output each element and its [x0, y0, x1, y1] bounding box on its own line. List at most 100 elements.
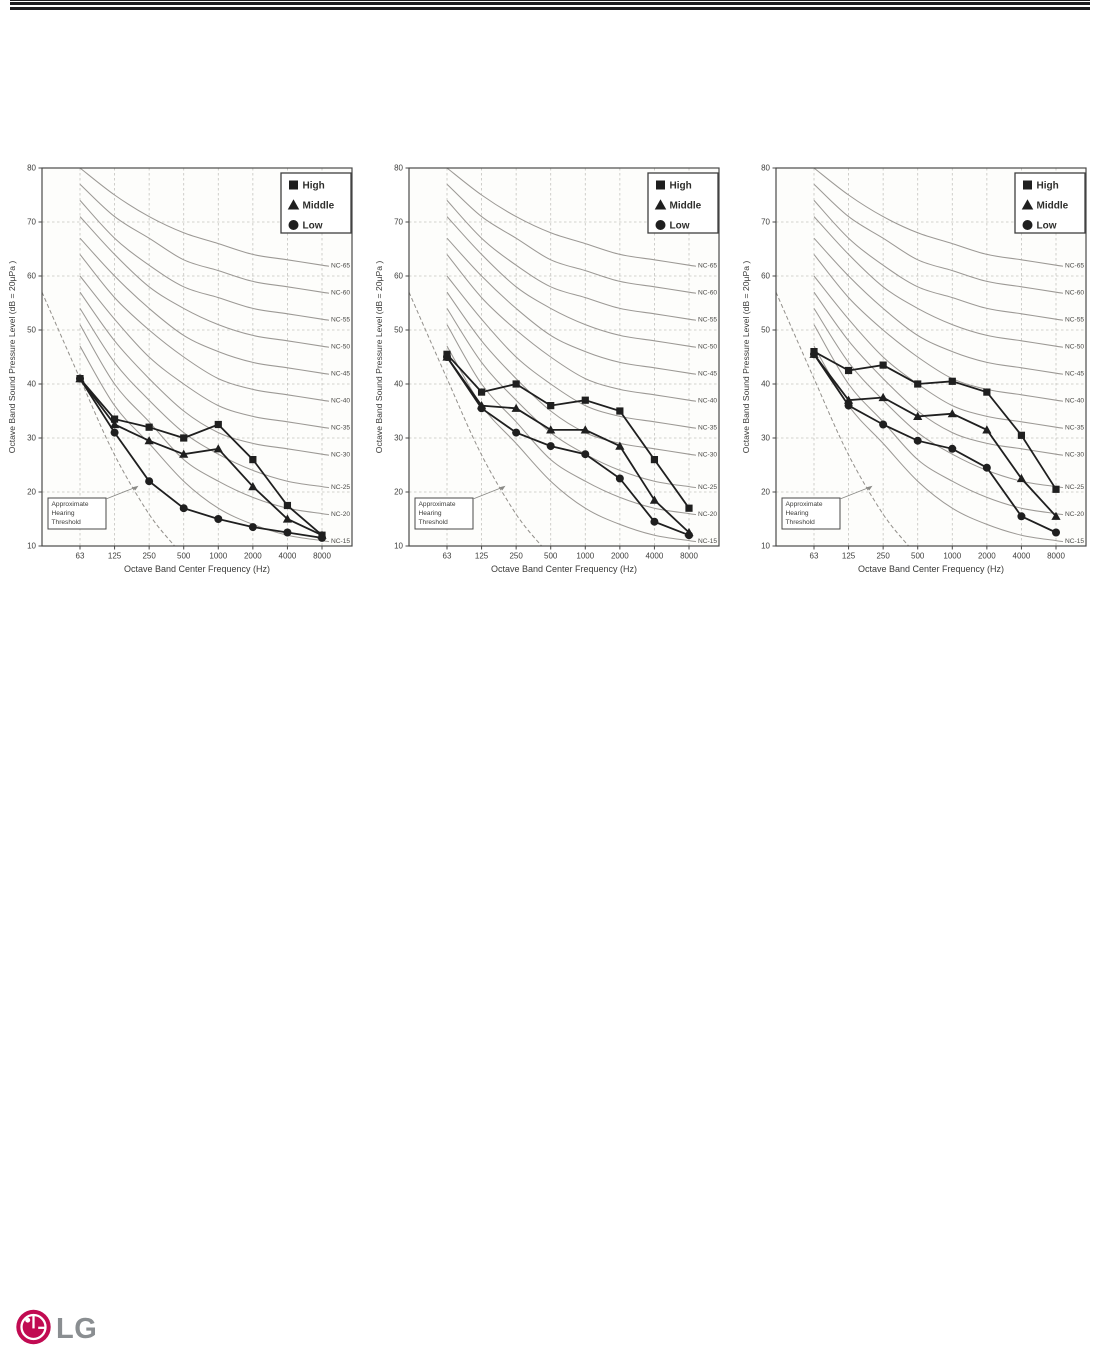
series-low [810, 350, 1060, 537]
axes: 10 20 30 40 50 60 70 80 63 125 250 500 1000 2000 4000 8… [761, 164, 1065, 561]
svg-text:8000: 8000 [1047, 552, 1065, 561]
svg-text:50: 50 [27, 326, 36, 335]
svg-text:40: 40 [27, 380, 36, 389]
svg-text:NC-60: NC-60 [1065, 290, 1084, 297]
svg-text:High: High [1037, 181, 1059, 192]
svg-text:250: 250 [509, 552, 523, 561]
svg-text:NC-25: NC-25 [698, 484, 717, 491]
svg-text:NC-35: NC-35 [331, 425, 350, 432]
nc-curves [79, 167, 330, 543]
svg-text:125: 125 [108, 552, 122, 561]
svg-text:NC-65: NC-65 [698, 263, 717, 270]
svg-text:80: 80 [27, 164, 36, 173]
legend: High Middle Low [280, 172, 352, 234]
svg-text:1000: 1000 [209, 552, 227, 561]
svg-text:250: 250 [142, 552, 156, 561]
header-rule-bottom [10, 7, 1090, 11]
svg-text:Threshold: Threshold [419, 519, 449, 526]
hearing-threshold-label: Approximate Hearing Threshold [414, 485, 506, 530]
svg-text:NC-30: NC-30 [331, 452, 350, 459]
lg-logo-text: LG [56, 1313, 97, 1345]
nc-curve-labels: NC-65 NC-60 NC-55 NC-50 NC-45 NC-40 NC-35 NC-30… [1065, 263, 1084, 545]
gridlines [409, 168, 719, 546]
svg-text:20: 20 [394, 488, 403, 497]
gridlines [776, 168, 1086, 546]
svg-text:NC-40: NC-40 [331, 398, 350, 405]
nc-chart-svg-left: NC-65 NC-60 NC-55 NC-50 NC-45 NC-40 NC-35 NC-30… [7, 164, 353, 574]
header-rule [10, 0, 1090, 12]
x-axis-title: Octave Band Center Frequency (Hz) [124, 564, 270, 574]
header-rule-thin [10, 0, 1090, 2]
svg-text:63: 63 [810, 552, 819, 561]
svg-text:NC-45: NC-45 [1065, 371, 1084, 378]
svg-text:40: 40 [394, 380, 403, 389]
svg-text:500: 500 [911, 552, 925, 561]
nc-chart-right: NC-65 NC-60 NC-55 NC-50 NC-45 NC-40 NC-35 NC-30… [741, 158, 1092, 583]
x-axis-title: Octave Band Center Frequency (Hz) [491, 564, 637, 574]
hearing-threshold-label: Approximate Hearing Threshold [47, 485, 139, 530]
svg-text:8000: 8000 [680, 552, 698, 561]
svg-text:NC-55: NC-55 [1065, 317, 1084, 324]
svg-text:NC-35: NC-35 [1065, 425, 1084, 432]
svg-text:NC-15: NC-15 [1065, 538, 1084, 545]
svg-text:30: 30 [761, 434, 770, 443]
svg-text:NC-40: NC-40 [698, 398, 717, 405]
svg-text:1000: 1000 [576, 552, 594, 561]
svg-text:NC-30: NC-30 [698, 452, 717, 459]
svg-text:NC-40: NC-40 [1065, 398, 1084, 405]
svg-text:Threshold: Threshold [786, 519, 816, 526]
svg-text:20: 20 [27, 488, 36, 497]
svg-text:NC-50: NC-50 [698, 344, 717, 351]
footer: LG [14, 1306, 214, 1350]
svg-text:Approximate: Approximate [52, 501, 89, 508]
svg-text:8000: 8000 [313, 552, 331, 561]
svg-text:30: 30 [27, 434, 36, 443]
svg-text:63: 63 [76, 552, 85, 561]
svg-text:NC-20: NC-20 [1065, 511, 1084, 518]
svg-text:High: High [670, 181, 692, 192]
plot-frame [41, 167, 353, 547]
svg-text:30: 30 [394, 434, 403, 443]
series-middle [809, 349, 1061, 520]
series-low [76, 374, 326, 542]
svg-text:NC-65: NC-65 [331, 263, 350, 270]
svg-text:2000: 2000 [611, 552, 629, 561]
svg-text:60: 60 [27, 272, 36, 281]
svg-text:NC-20: NC-20 [331, 511, 350, 518]
svg-text:Low: Low [670, 221, 690, 232]
hearing-threshold-curve [775, 291, 909, 547]
svg-text:Low: Low [303, 221, 323, 232]
svg-text:60: 60 [394, 272, 403, 281]
svg-text:NC-25: NC-25 [1065, 484, 1084, 491]
svg-text:Middle: Middle [670, 201, 702, 212]
svg-text:10: 10 [761, 542, 770, 551]
svg-text:NC-15: NC-15 [331, 538, 350, 545]
lg-logo-symbol [16, 1309, 51, 1345]
nc-chart-svg-right: NC-65 NC-60 NC-55 NC-50 NC-45 NC-40 NC-35 NC-30… [741, 164, 1087, 574]
legend: High Middle Low [1014, 172, 1086, 234]
svg-text:Hearing: Hearing [419, 510, 442, 517]
svg-text:50: 50 [394, 326, 403, 335]
axes: 10 20 30 40 50 60 70 80 63 125 250 500 1000 2000 4000 8… [27, 164, 331, 561]
svg-text:10: 10 [27, 542, 36, 551]
svg-text:Hearing: Hearing [52, 510, 75, 517]
svg-text:2000: 2000 [244, 552, 262, 561]
hearing-threshold-label: Approximate Hearing Threshold [781, 485, 873, 530]
svg-text:NC-45: NC-45 [698, 371, 717, 378]
svg-text:NC-60: NC-60 [698, 290, 717, 297]
svg-text:20: 20 [761, 488, 770, 497]
svg-text:50: 50 [761, 326, 770, 335]
svg-text:Hearing: Hearing [786, 510, 809, 517]
svg-text:NC-50: NC-50 [331, 344, 350, 351]
nc-curves [813, 167, 1064, 543]
svg-text:40: 40 [761, 380, 770, 389]
svg-text:NC-20: NC-20 [698, 511, 717, 518]
nc-chart-middle: NC-65 NC-60 NC-55 NC-50 NC-45 NC-40 NC-35 NC-30… [374, 158, 725, 583]
legend: High Middle Low [647, 172, 719, 234]
plot-frame [408, 167, 720, 547]
svg-text:Middle: Middle [1037, 201, 1069, 212]
svg-text:80: 80 [761, 164, 770, 173]
svg-text:NC-45: NC-45 [331, 371, 350, 378]
svg-text:NC-55: NC-55 [331, 317, 350, 324]
svg-text:NC-60: NC-60 [331, 290, 350, 297]
